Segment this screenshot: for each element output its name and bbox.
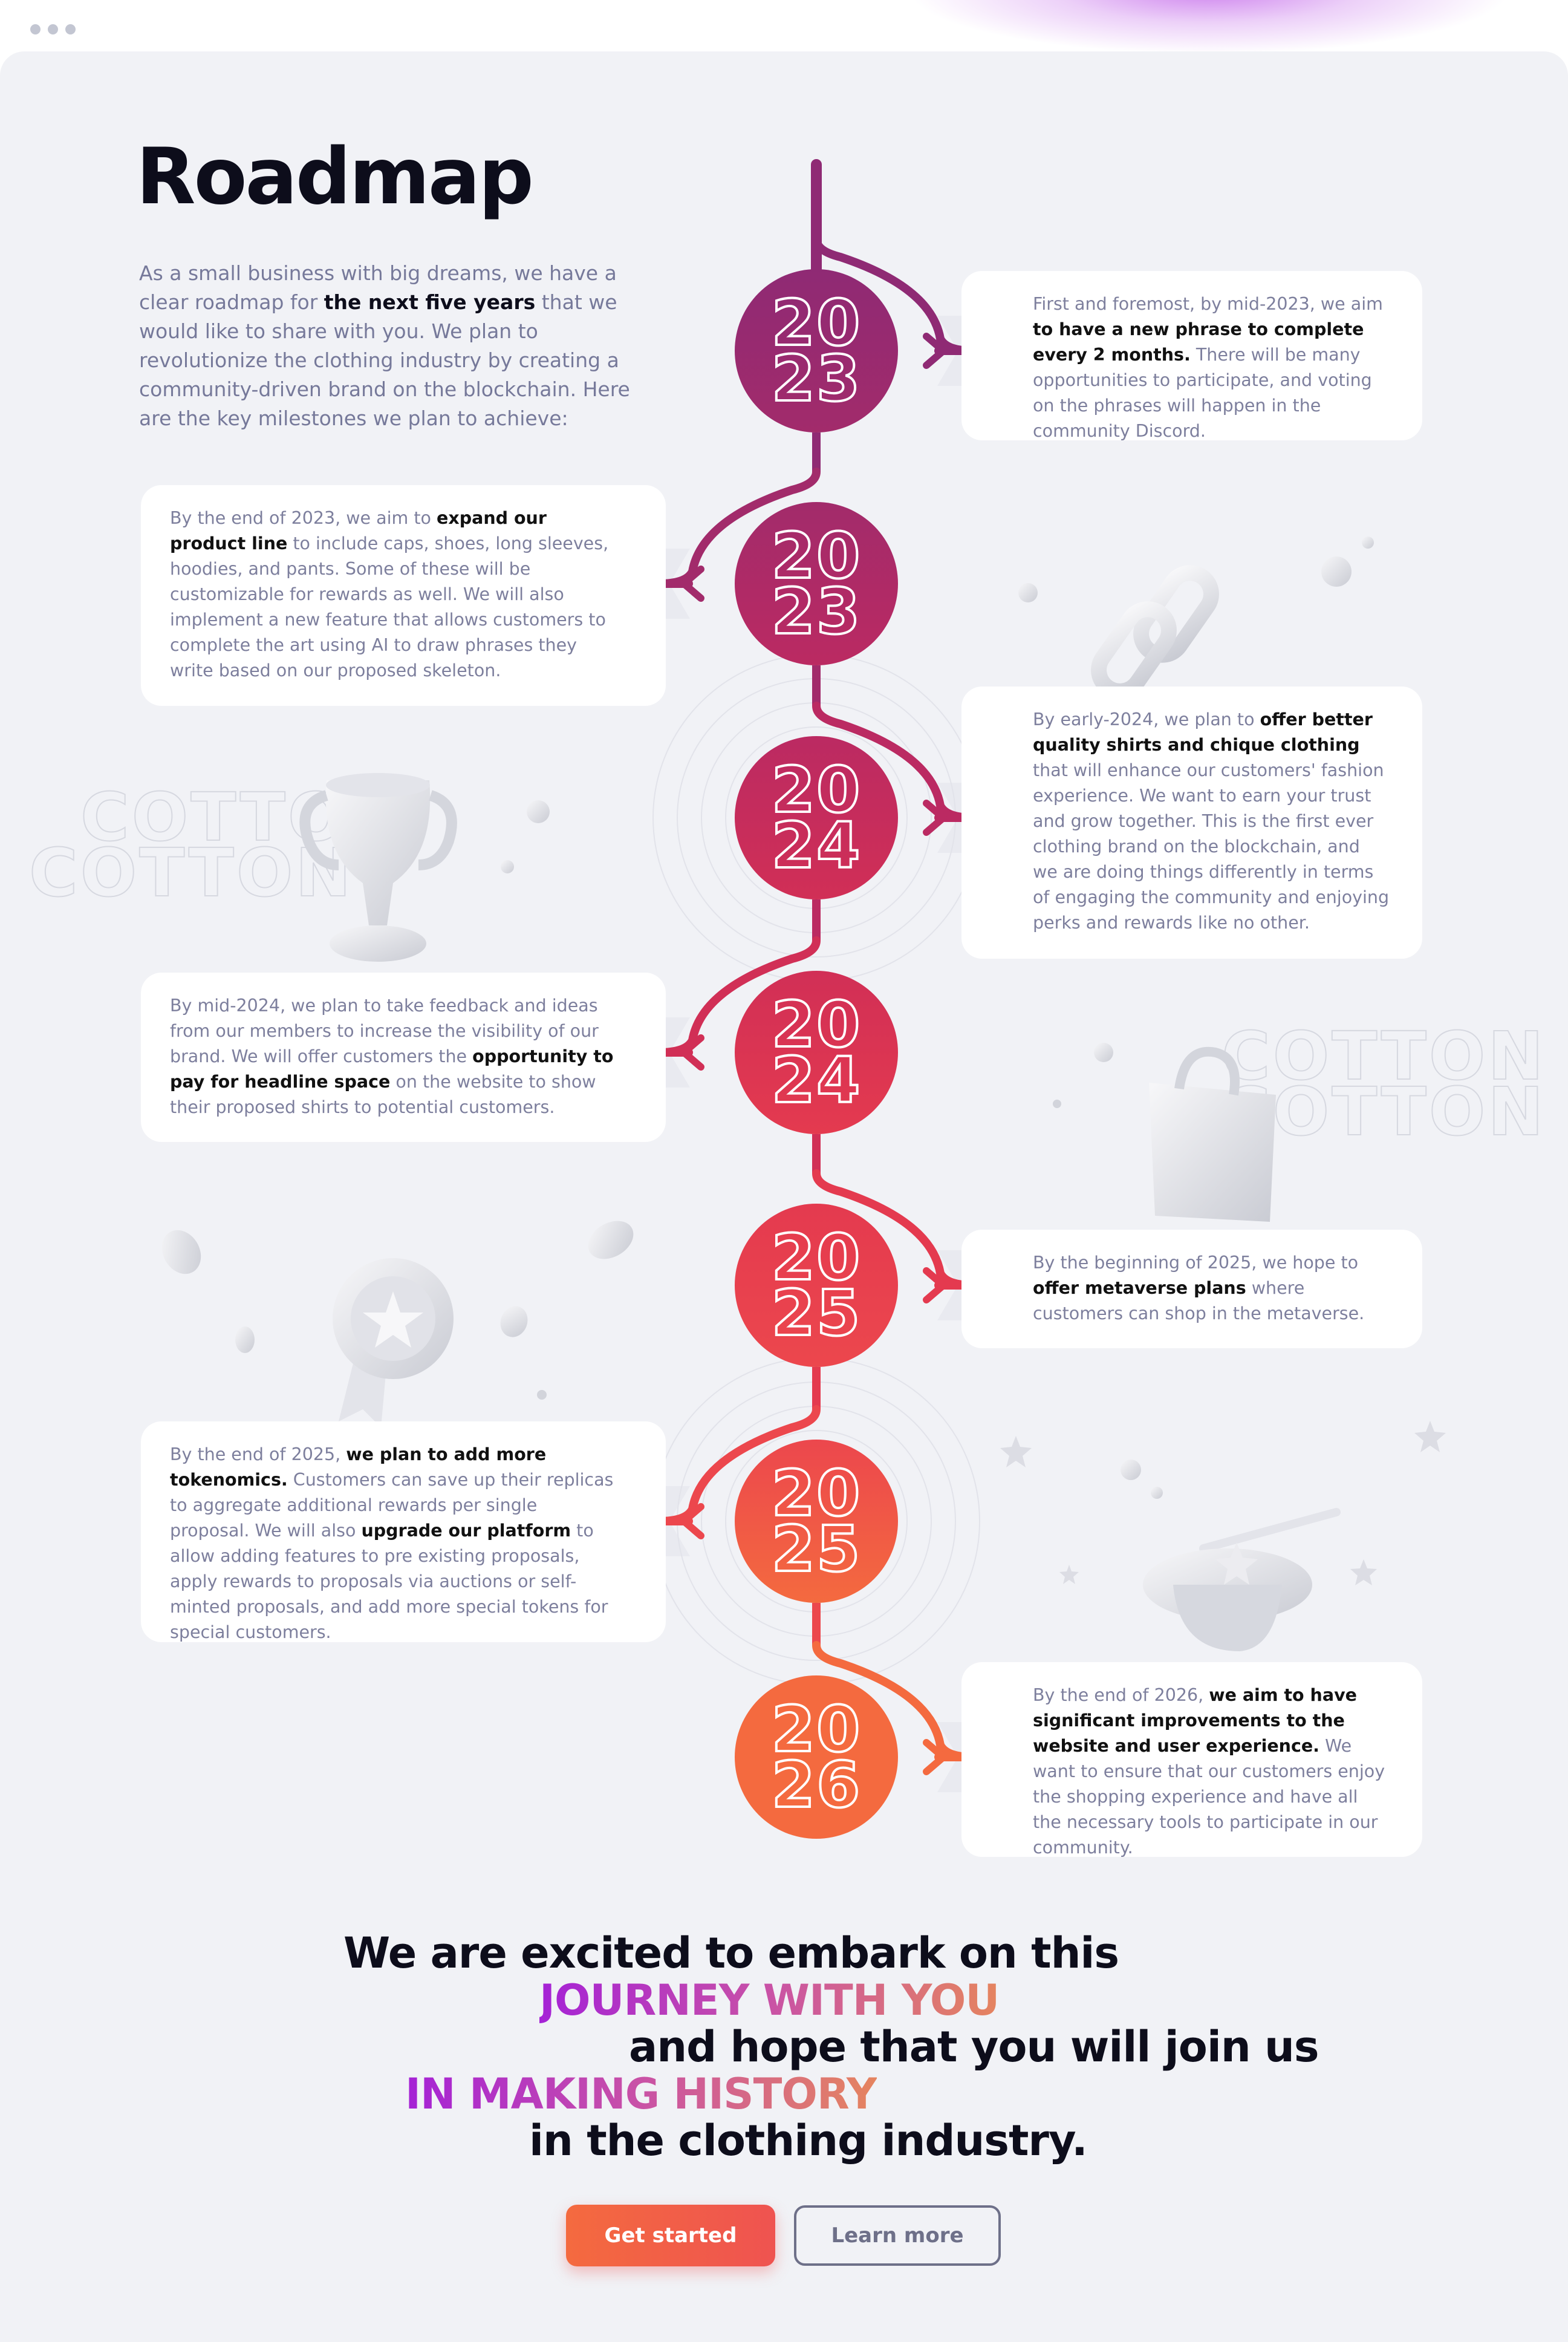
shopping-bag-icon (1149, 1046, 1276, 1222)
year-label-top: 20 (770, 1692, 862, 1766)
milestone-card: By early-2024, we plan to offer better q… (961, 687, 1422, 959)
milestone-text: By the beginning of 2025, we hope to (1033, 1253, 1359, 1273)
star-icon (1350, 1559, 1377, 1585)
year-badge: 20 24 (735, 971, 898, 1134)
milestone-text: to allow adding features to pre existing… (170, 1521, 608, 1642)
sphere-icon (537, 1390, 547, 1400)
sphere-icon (1018, 583, 1038, 602)
year-label-bottom: 25 (770, 1276, 862, 1350)
window-dot-icon[interactable] (48, 24, 58, 34)
coin-icon (235, 1326, 255, 1353)
year-badge: 20 25 (735, 1204, 898, 1367)
year-badge: 20 25 (735, 1440, 898, 1603)
magic-hat-icon (1143, 1508, 1341, 1651)
sphere-icon (1151, 1487, 1163, 1499)
sphere-icon (1121, 1460, 1141, 1480)
cotton-outline-text-right: COTTON COTTON (1221, 1017, 1546, 1146)
sphere-icon (1053, 1100, 1061, 1108)
closing-line: in the clothing industry. (529, 2116, 1088, 2165)
milestone-highlight: upgrade our platform (361, 1521, 571, 1541)
milestone-text: By mid-2024, we plan to take feedback an… (170, 996, 599, 1066)
window-dot-icon[interactable] (65, 24, 76, 34)
star-icon (1414, 1421, 1446, 1452)
get-started-button[interactable]: Get started (566, 2205, 775, 2266)
milestone-text: By the end of 2025, (170, 1444, 346, 1464)
milestone-text: that will enhance our customers' fashion… (1033, 760, 1390, 933)
milestone-highlight: to have a new phrase to complete every 2… (1033, 319, 1364, 365)
milestone-text: By the end of 2023, we aim to (170, 508, 437, 528)
milestone-text: There will be many opportunities to part… (1033, 345, 1372, 441)
milestone-text: where customers can shop in the metavers… (1033, 1278, 1365, 1323)
cotton-outline-line: COTTON (28, 834, 354, 912)
milestone-card: By the end of 2026, we aim to have signi… (961, 1662, 1422, 1858)
top-glow (907, 0, 1512, 54)
star-icon (1000, 1436, 1032, 1467)
year-label-bottom: 23 (770, 342, 862, 416)
coin-icon (161, 1230, 201, 1274)
intro-text: As a small business with big dreams, we … (139, 261, 617, 314)
cotton-outline-line: COTTON (1221, 1017, 1546, 1095)
window-controls[interactable] (30, 24, 76, 34)
year-label-top: 20 (770, 1221, 862, 1294)
year-badge: 20 26 (735, 1675, 898, 1839)
year-label-bottom: 24 (770, 809, 862, 882)
year-label-bottom: 25 (770, 1512, 862, 1586)
year-label-top: 20 (770, 753, 862, 827)
year-label-top: 20 (770, 519, 862, 593)
closing-statement: We are excited to embark on this JOURNEY… (0, 1923, 1568, 2177)
browser-chrome (0, 0, 1568, 67)
milestone-highlight: opportunity to pay for headline space (170, 1046, 614, 1092)
trophy-icon (299, 773, 457, 962)
year-label-bottom: 26 (770, 1748, 862, 1822)
milestone-highlight: offer metaverse plans (1033, 1278, 1246, 1298)
milestone-highlight: expand our product line (170, 508, 547, 553)
milestone-text: Customers can save up their replicas to … (170, 1470, 614, 1541)
milestone-card: First and foremost, by mid-2023, we aim … (961, 271, 1422, 441)
sphere-icon (1094, 1043, 1113, 1062)
year-badge: 20 24 (735, 736, 898, 899)
milestone-text: on the website to show their proposed sh… (170, 1072, 596, 1117)
milestone-text: to include caps, shoes, long sleeves, ho… (170, 533, 609, 680)
coin-icon (500, 1306, 528, 1337)
page-title: Roadmap (136, 132, 534, 222)
closing-line: and hope that you will join us (629, 2022, 1319, 2072)
window-dot-icon[interactable] (30, 24, 41, 34)
year-badge: 20 23 (735, 502, 898, 665)
sphere-icon (1362, 537, 1374, 549)
intro-highlight: the next five years (324, 290, 536, 314)
milestone-text: By early-2024, we plan to (1033, 709, 1260, 729)
year-label-bottom: 23 (770, 575, 862, 648)
learn-more-button[interactable]: Learn more (794, 2205, 1001, 2266)
browser-tab (0, 0, 447, 54)
milestone-card: By the end of 2025, we plan to add more … (141, 1421, 666, 1642)
intro-paragraph: As a small business with big dreams, we … (139, 259, 659, 433)
year-label-top: 20 (770, 988, 862, 1062)
closing-highlight: IN MAKING HISTORY (405, 2069, 877, 2119)
milestone-highlight: offer better quality shirts and chique c… (1033, 709, 1373, 755)
sphere-icon (1321, 556, 1352, 587)
milestone-text: By the end of 2026, (1033, 1685, 1209, 1705)
star-icon (1059, 1565, 1079, 1584)
closing-highlight: JOURNEY WITH YOU (539, 1975, 1000, 2025)
sphere-icon (501, 860, 514, 873)
milestone-highlight: we plan to add more tokenomics. (170, 1444, 547, 1490)
milestone-text: We want to ensure that our customers enj… (1033, 1736, 1385, 1858)
year-badge: 20 23 (735, 269, 898, 432)
year-label-top: 20 (770, 1456, 862, 1530)
year-label-top: 20 (770, 286, 862, 360)
closing-line: We are excited to embark on this (343, 1928, 1119, 1978)
year-label-bottom: 24 (770, 1043, 862, 1117)
milestone-text: First and foremost, by mid-2023, we aim (1033, 294, 1383, 314)
milestone-highlight: we aim to have significant improvements … (1033, 1685, 1357, 1756)
medal-icon (333, 1258, 454, 1427)
chain-link-icon (1091, 565, 1219, 696)
intro-text: that we would like to share with you. We… (139, 290, 630, 430)
milestone-card: By mid-2024, we plan to take feedback an… (141, 973, 666, 1142)
milestone-card: By the end of 2023, we aim to expand our… (141, 485, 666, 706)
coin-icon (588, 1221, 634, 1259)
sphere-icon (527, 800, 550, 823)
milestone-card: By the beginning of 2025, we hope to off… (961, 1230, 1422, 1348)
